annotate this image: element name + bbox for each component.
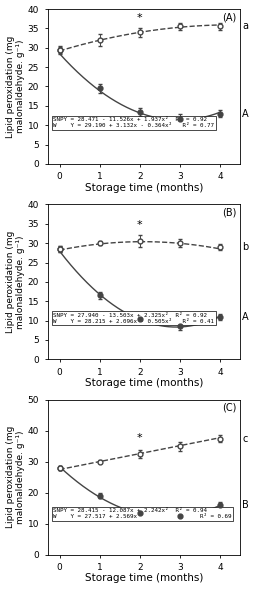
Y-axis label: Lipid peroxidation (mg
malonaldehyde. g⁻¹): Lipid peroxidation (mg malonaldehyde. g⁻… <box>5 35 25 138</box>
Text: *: * <box>137 220 143 230</box>
Text: a: a <box>242 21 248 31</box>
Text: b: b <box>242 242 248 252</box>
Text: *: * <box>137 12 143 22</box>
X-axis label: Storage time (months): Storage time (months) <box>85 378 203 388</box>
X-axis label: Storage time (months): Storage time (months) <box>85 574 203 584</box>
Text: *: * <box>137 434 143 444</box>
Y-axis label: Lipid peroxidation (mg
malonaldehyde. g⁻¹): Lipid peroxidation (mg malonaldehyde. g⁻… <box>5 426 25 528</box>
Text: c: c <box>242 434 248 444</box>
X-axis label: Storage time (months): Storage time (months) <box>85 183 203 193</box>
Text: A: A <box>242 312 249 322</box>
Text: SNPY = 27.940 - 13.503x + 2.325x²  R² = 0.92
W    Y = 28.215 + 2.096x - 0.505x² : SNPY = 27.940 - 13.503x + 2.325x² R² = 0… <box>53 313 214 324</box>
Text: B: B <box>242 500 249 510</box>
Y-axis label: Lipid peroxidation (mg
malonaldehyde. g⁻¹): Lipid peroxidation (mg malonaldehyde. g⁻… <box>5 231 25 333</box>
Text: (B): (B) <box>222 207 236 217</box>
Text: (A): (A) <box>222 12 236 22</box>
Text: A: A <box>242 108 249 118</box>
Text: (C): (C) <box>222 403 236 413</box>
Text: SNPY = 28.471 - 11.526x + 1.937x²  R² = 0.92
W    Y = 29.190 + 3.132x - 0.364x² : SNPY = 28.471 - 11.526x + 1.937x² R² = 0… <box>53 117 214 128</box>
Text: SNPY = 28.415 - 12.087x + 2.242x²  R² = 0.94
W    Y = 27.517 + 2.569x           : SNPY = 28.415 - 12.087x + 2.242x² R² = 0… <box>53 508 232 519</box>
